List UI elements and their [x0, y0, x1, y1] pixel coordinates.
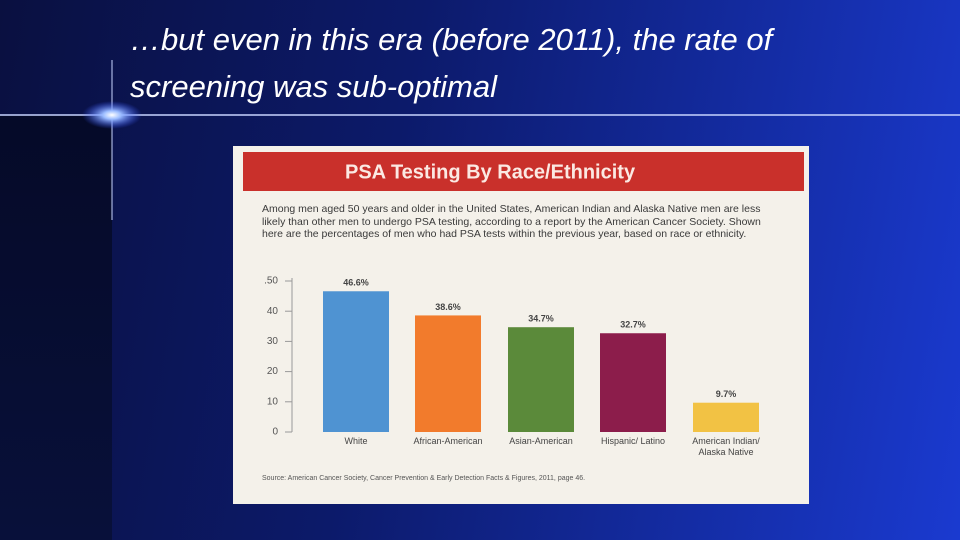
bar	[415, 315, 481, 432]
bar	[323, 291, 389, 432]
value-label: 46.6%	[343, 278, 369, 288]
value-label: 9.7%	[716, 389, 737, 399]
x-tick-label: American Indian/ Alaska Native	[692, 436, 760, 457]
value-label: 38.6%	[435, 302, 461, 312]
x-tick-label: Asian-American	[509, 436, 573, 446]
chart-title: PSA Testing By Race/Ethnicity	[345, 161, 636, 183]
side-strip	[0, 115, 112, 540]
x-tick-label: White	[344, 436, 368, 446]
y-tick-label: 30	[267, 336, 279, 347]
y-tick-label: 0	[272, 427, 278, 438]
x-tick-label: Hispanic/ Latino	[600, 436, 666, 446]
bar	[508, 327, 574, 432]
y-tick-label: 40	[267, 306, 279, 317]
bar	[693, 402, 759, 432]
chart-source: Source: American Cancer Society, Cancer …	[262, 475, 586, 482]
bar	[600, 333, 666, 432]
x-tick-label: African-American	[413, 436, 483, 446]
y-tick-label: 10	[267, 396, 279, 407]
value-label: 32.7%	[620, 320, 646, 330]
glow	[82, 101, 142, 129]
y-tick-label: .50	[264, 276, 278, 287]
value-label: 34.7%	[528, 314, 554, 324]
y-tick-label: 20	[267, 366, 279, 377]
chart-header	[243, 152, 804, 191]
chart-subtitle: Among men aged 50 years and older in the…	[262, 203, 761, 240]
slide-title: …but even in this era (before 2011), the…	[130, 22, 773, 104]
